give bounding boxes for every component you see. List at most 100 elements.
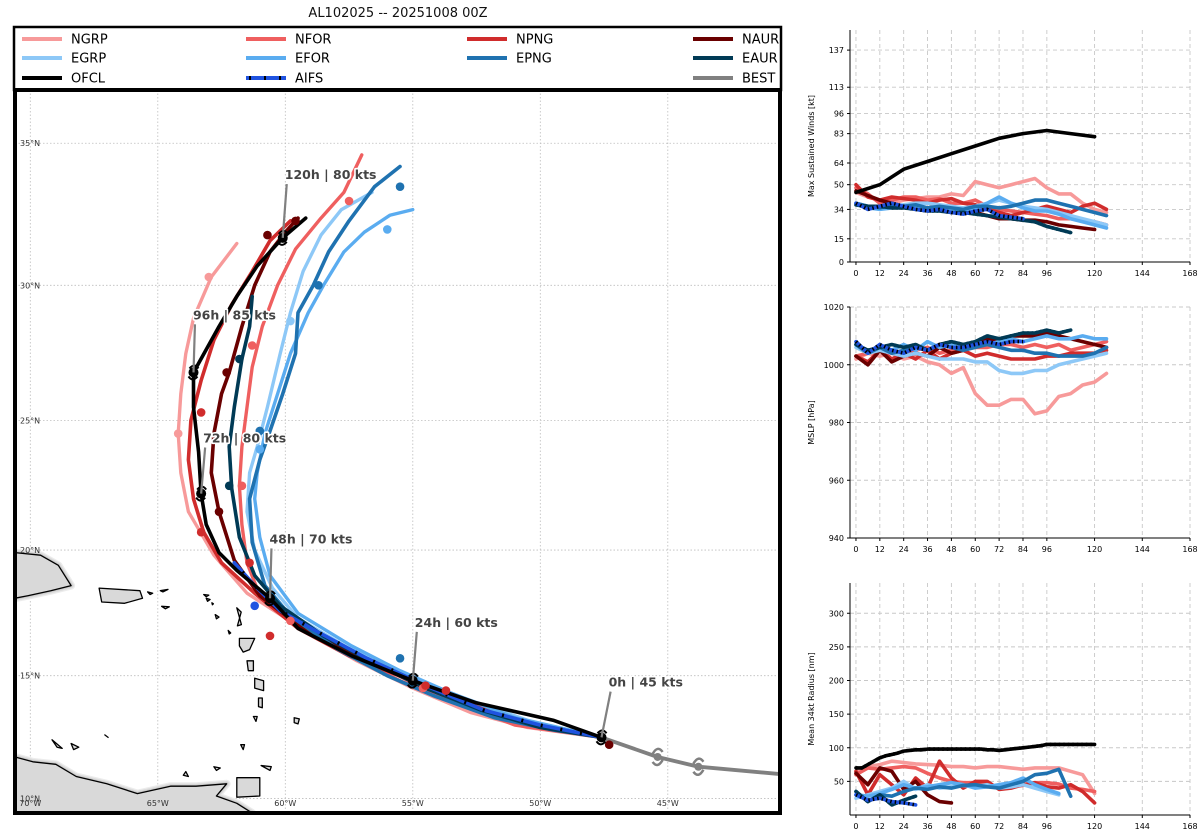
marker-best xyxy=(694,762,703,771)
x-tick-label: 144 xyxy=(1135,269,1150,278)
lon-tick-label: 60°W xyxy=(274,799,296,808)
land-mass xyxy=(159,588,169,593)
marker-nfor xyxy=(286,616,295,626)
series-ofcl xyxy=(854,128,1097,195)
legend-label: NAUR xyxy=(742,33,779,48)
x-tick-label: 36 xyxy=(922,545,932,554)
y-tick-label: 960 xyxy=(829,476,844,485)
land-mass xyxy=(15,551,72,599)
annotation-leader xyxy=(268,548,273,599)
y-tick-label: 200 xyxy=(829,677,844,686)
series-epng xyxy=(854,767,1073,804)
x-tick-label: 0 xyxy=(853,822,858,831)
lat-tick-label: 10°N xyxy=(20,794,40,803)
y-tick-label: 64 xyxy=(834,159,844,168)
y-tick-label: 50 xyxy=(834,777,844,786)
best-storm-symbol xyxy=(651,747,664,767)
series-ofcl xyxy=(854,742,1097,770)
legend-label: EFOR xyxy=(295,52,330,67)
marker-naur xyxy=(291,216,300,226)
radius-panel: 0 12 24 36 48 60 72 84 96 120 144 168 50 100 150 200 250… xyxy=(807,583,1198,831)
land-mass xyxy=(104,734,109,739)
annotation-leader xyxy=(411,631,418,681)
land-mass xyxy=(236,777,261,798)
marker-naur xyxy=(263,230,272,240)
marker-nfor xyxy=(247,341,257,350)
marker-npng xyxy=(441,686,451,695)
y-tick-label: 940 xyxy=(829,534,844,543)
land-mass xyxy=(205,597,211,602)
x-tick-label: 84 xyxy=(1018,269,1028,278)
marker-npng xyxy=(245,558,254,568)
x-tick-label: 96 xyxy=(1042,822,1052,831)
annotation-leader xyxy=(600,691,612,738)
x-tick-label: 48 xyxy=(946,269,956,278)
x-tick-label: 144 xyxy=(1135,822,1150,831)
series-egrp xyxy=(854,345,1109,376)
x-tick-label: 96 xyxy=(1042,269,1052,278)
legend-label: NFOR xyxy=(295,33,331,48)
marker-npng xyxy=(265,631,275,641)
series-eaur-dots xyxy=(855,203,1072,235)
legend-label: EGRP xyxy=(71,52,106,67)
y-tick-label: 980 xyxy=(829,419,844,428)
legend-entry-egrp: EGRP xyxy=(22,52,106,67)
x-tick-label: 36 xyxy=(922,269,932,278)
y-tick-label: 113 xyxy=(829,83,844,92)
legend-entry-epng: EPNG xyxy=(467,52,552,67)
land-mass xyxy=(254,677,265,692)
x-tick-label: 12 xyxy=(875,545,885,554)
series-aifs-dots xyxy=(854,339,1023,356)
annotation-leader xyxy=(192,324,197,373)
land-mass xyxy=(214,613,220,620)
land-mass xyxy=(51,739,63,750)
x-tick-label: 72 xyxy=(994,822,1004,831)
legend-entry-nfor: NFOR xyxy=(246,33,331,48)
marker-aifs xyxy=(250,601,259,611)
x-tick-label: 84 xyxy=(1018,545,1028,554)
land-mass xyxy=(211,602,215,606)
marker-egrp xyxy=(286,316,295,326)
best-storm-symbol xyxy=(692,757,705,776)
marker-npng xyxy=(196,408,206,417)
x-tick-label: 60 xyxy=(970,269,980,278)
land-mass xyxy=(182,770,190,778)
legend-frame xyxy=(12,25,783,92)
lon-tick-label: 70°W xyxy=(19,799,41,808)
annotation-label: 120h | 80 kts xyxy=(285,167,377,182)
land-mass xyxy=(257,697,263,709)
legend-label: NPNG xyxy=(516,33,553,48)
legend-label: NGRP xyxy=(71,33,108,48)
x-tick-label: 120 xyxy=(1087,269,1102,278)
x-tick-label: 72 xyxy=(994,269,1004,278)
y-tick-label: 300 xyxy=(829,609,844,618)
map-title: AL102025 -- 20251008 00Z xyxy=(308,6,487,21)
x-tick-label: 24 xyxy=(899,545,909,554)
y-tick-label: 150 xyxy=(829,710,844,719)
y-tick-label: 1000 xyxy=(824,361,844,370)
land-mass xyxy=(203,593,210,598)
lon-tick-label: 65°W xyxy=(147,799,169,808)
annotation-label: 24h | 60 kts xyxy=(415,615,498,630)
x-tick-label: 60 xyxy=(970,822,980,831)
marker-epng xyxy=(314,281,323,290)
series-naur xyxy=(854,766,954,805)
marker-best xyxy=(653,752,662,761)
series-aifs xyxy=(854,793,918,807)
x-tick-label: 24 xyxy=(899,269,909,278)
y-axis-label: Max Sustained Winds [kt] xyxy=(807,95,816,197)
annotation-label: 48h | 70 kts xyxy=(269,531,352,546)
legend-label: BEST xyxy=(742,72,775,87)
marker-epng xyxy=(395,654,405,663)
lat-tick-label: 20°N xyxy=(20,546,40,555)
marker-epng xyxy=(395,182,405,191)
marker-npng xyxy=(196,527,206,537)
marker-naur xyxy=(222,368,231,377)
legend-entry-naur: NAUR xyxy=(693,33,779,48)
x-tick-label: 168 xyxy=(1182,545,1197,554)
y-tick-label: 100 xyxy=(829,744,844,753)
x-tick-label: 96 xyxy=(1042,545,1052,554)
marker-eaur xyxy=(235,354,244,364)
land-mass xyxy=(252,715,258,723)
land-mass xyxy=(246,660,255,672)
